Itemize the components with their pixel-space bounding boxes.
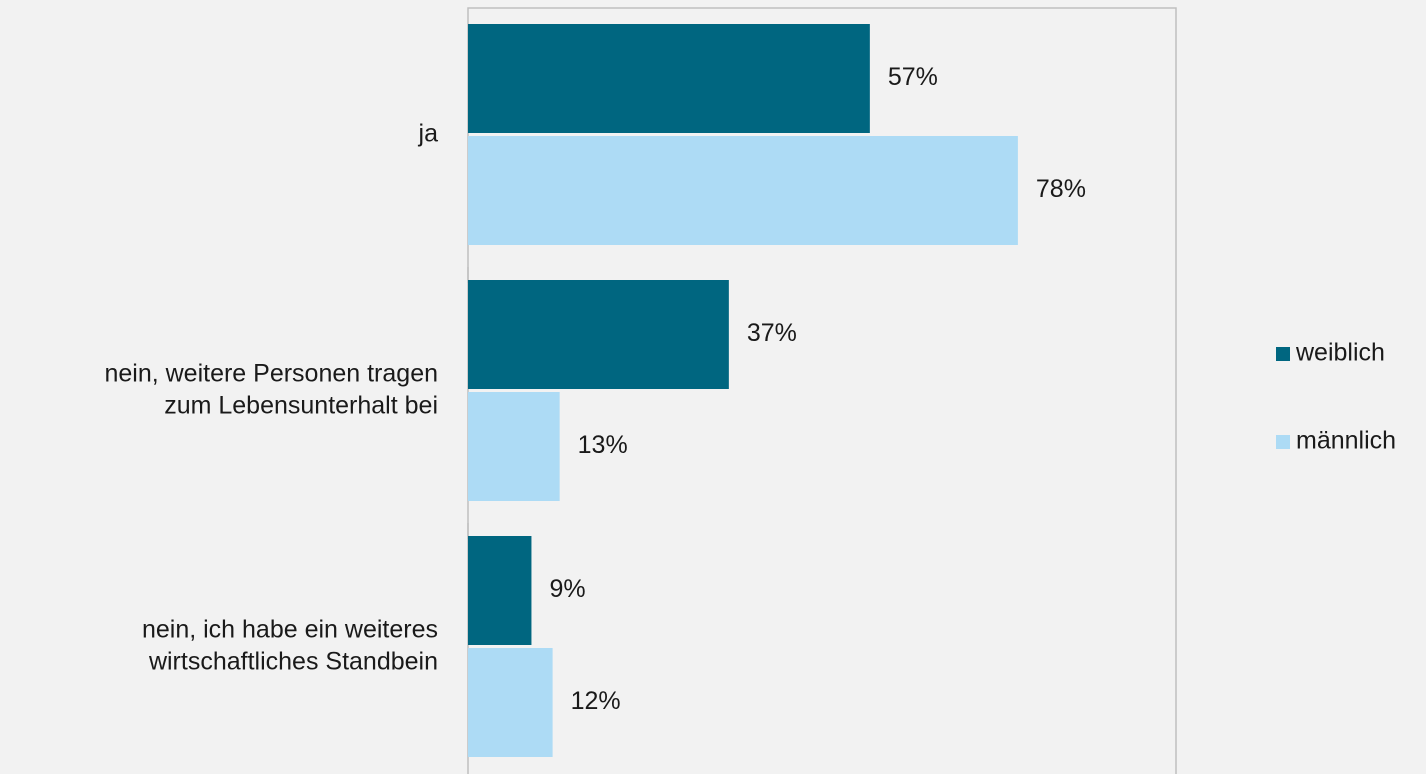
bar-männlich-0 bbox=[468, 136, 1018, 245]
category-label: nein, ich habe ein weiteres wirtschaftlic… bbox=[142, 615, 438, 675]
data-label: 12% bbox=[571, 687, 621, 715]
legend-swatch-weiblich bbox=[1276, 347, 1290, 361]
bar-männlich-2 bbox=[468, 648, 553, 757]
data-label: 13% bbox=[578, 431, 628, 459]
data-label: 37% bbox=[747, 319, 797, 347]
category-label: nein, weitere Personen tragen zum Lebensu… bbox=[104, 359, 438, 419]
bar-männlich-1 bbox=[468, 392, 560, 501]
category-label: ja bbox=[418, 119, 439, 147]
bar-weiblich-0 bbox=[468, 24, 870, 133]
legend-swatch-männlich bbox=[1276, 435, 1290, 449]
data-label: 78% bbox=[1036, 175, 1086, 203]
legend-label: weiblich bbox=[1295, 339, 1385, 367]
bar-weiblich-1 bbox=[468, 280, 729, 389]
data-label: 9% bbox=[549, 575, 585, 603]
bar-weiblich-2 bbox=[468, 536, 532, 645]
legend-label: männlich bbox=[1296, 427, 1396, 455]
data-label: 57% bbox=[888, 63, 938, 91]
